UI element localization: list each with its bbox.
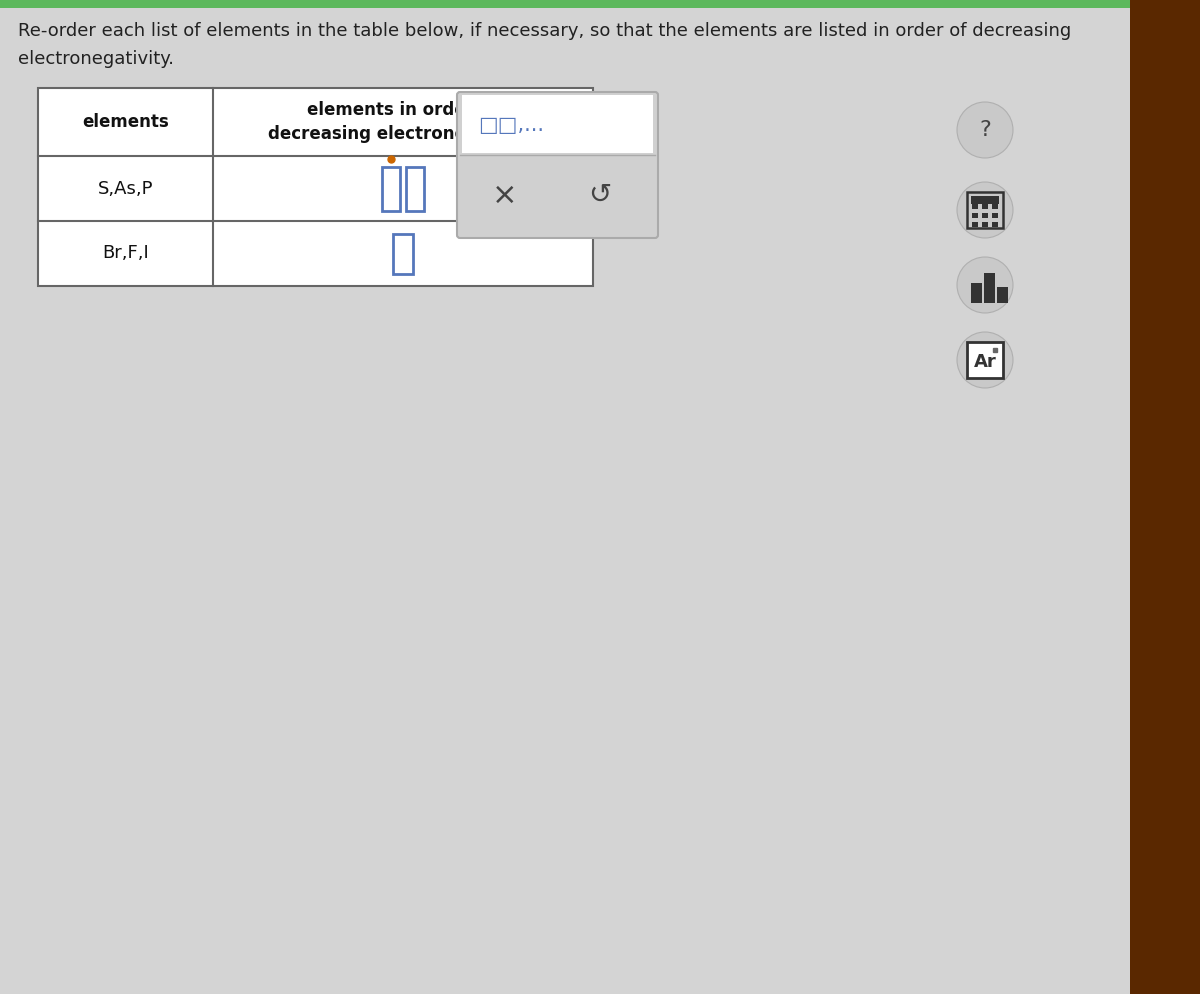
Bar [984, 273, 995, 303]
Text: Ar: Ar [973, 353, 996, 371]
Circle shape [958, 182, 1013, 238]
Bar [982, 222, 988, 227]
Bar [992, 213, 998, 218]
Bar [972, 213, 978, 218]
Bar [971, 283, 982, 303]
Text: S,As,P: S,As,P [97, 180, 154, 198]
Bar [394, 234, 413, 273]
Text: electronegativity.: electronegativity. [18, 50, 174, 68]
Bar [982, 204, 988, 209]
Bar [967, 192, 1003, 228]
Bar [38, 88, 593, 286]
Bar [406, 167, 424, 211]
Text: ×: × [492, 181, 517, 210]
Text: Br,F,I: Br,F,I [102, 245, 149, 262]
Circle shape [958, 257, 1013, 313]
Circle shape [958, 102, 1013, 158]
Bar [382, 167, 400, 211]
Text: Re-order each list of elements in the table below, if necessary, so that the ele: Re-order each list of elements in the ta… [18, 22, 1072, 40]
Bar [972, 204, 978, 209]
Bar [982, 213, 988, 218]
Bar [967, 342, 1003, 378]
Text: ↺: ↺ [588, 181, 612, 209]
Bar [462, 95, 653, 153]
Bar [992, 222, 998, 227]
Text: □□,...: □□,... [478, 115, 544, 135]
Bar [0, 0, 1130, 8]
Text: elements in order of
decreasing electronegativity: elements in order of decreasing electron… [268, 101, 538, 143]
Bar [971, 196, 998, 204]
Text: elements: elements [82, 113, 169, 131]
Text: ?: ? [979, 120, 991, 140]
FancyBboxPatch shape [457, 92, 658, 238]
Bar [1130, 0, 1200, 994]
Bar [997, 287, 1008, 303]
Bar [992, 204, 998, 209]
Bar [972, 222, 978, 227]
Circle shape [958, 332, 1013, 388]
